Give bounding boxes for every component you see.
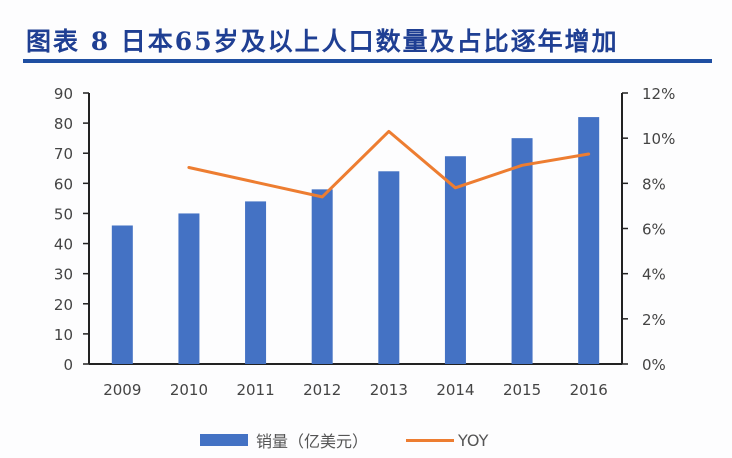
bar-2010	[178, 213, 200, 364]
legend-bar-label: 销量（亿美元）	[256, 432, 369, 451]
left-axis-label: 80	[54, 115, 73, 133]
left-axis-label: 0	[63, 356, 73, 374]
right-axis-label: 2%	[642, 311, 666, 329]
bar-2016	[578, 117, 600, 364]
left-axis-label: 40	[54, 236, 73, 254]
x-axis-label: 2014	[436, 381, 474, 399]
bar-2012	[311, 189, 333, 364]
x-axis-label: 2010	[170, 381, 208, 399]
bar-2011	[245, 201, 267, 364]
bar-2015	[511, 138, 533, 364]
left-axis-label: 50	[54, 205, 73, 223]
left-axis-label: 30	[54, 266, 73, 284]
left-axis-label: 10	[54, 326, 73, 344]
chart-title: 图表 8 日本65岁及以上人口数量及占比逐年增加	[26, 27, 619, 56]
chart-area: 0 10 20 30 40 50 60 70 80 90 0% 2% 4% 6% 8% 10% 12% 2009 2…	[54, 85, 675, 399]
x-axis-label: 2015	[503, 381, 541, 399]
yoy-line	[187, 129, 591, 199]
bar-2009	[111, 225, 133, 364]
x-axis-label: 2016	[570, 381, 608, 399]
right-axis-label: 6%	[642, 221, 666, 239]
right-axis-label: 12%	[642, 85, 675, 103]
chart-legend: 销量（亿美元） YOY	[200, 428, 488, 452]
right-axis-label: 0%	[642, 356, 666, 374]
bar-2014	[444, 156, 466, 364]
bar-2013	[378, 171, 400, 364]
right-axis-label: 4%	[642, 266, 666, 284]
x-axis-label: 2011	[236, 381, 274, 399]
left-axis-label: 70	[54, 145, 73, 163]
left-axis-label: 60	[54, 175, 73, 193]
right-axis-label: 10%	[642, 130, 675, 148]
legend-bar-swatch	[200, 434, 248, 446]
legend-line-label: YOY	[458, 430, 489, 450]
x-axis-label: 2012	[303, 381, 341, 399]
right-axis-label: 8%	[642, 175, 666, 193]
title-divider	[23, 59, 712, 63]
left-axis-label: 20	[54, 296, 73, 314]
x-axis-label: 2009	[103, 381, 141, 399]
legend-line-swatch	[406, 438, 455, 442]
left-axis-label: 90	[54, 85, 73, 103]
x-axis-label: 2013	[370, 381, 408, 399]
